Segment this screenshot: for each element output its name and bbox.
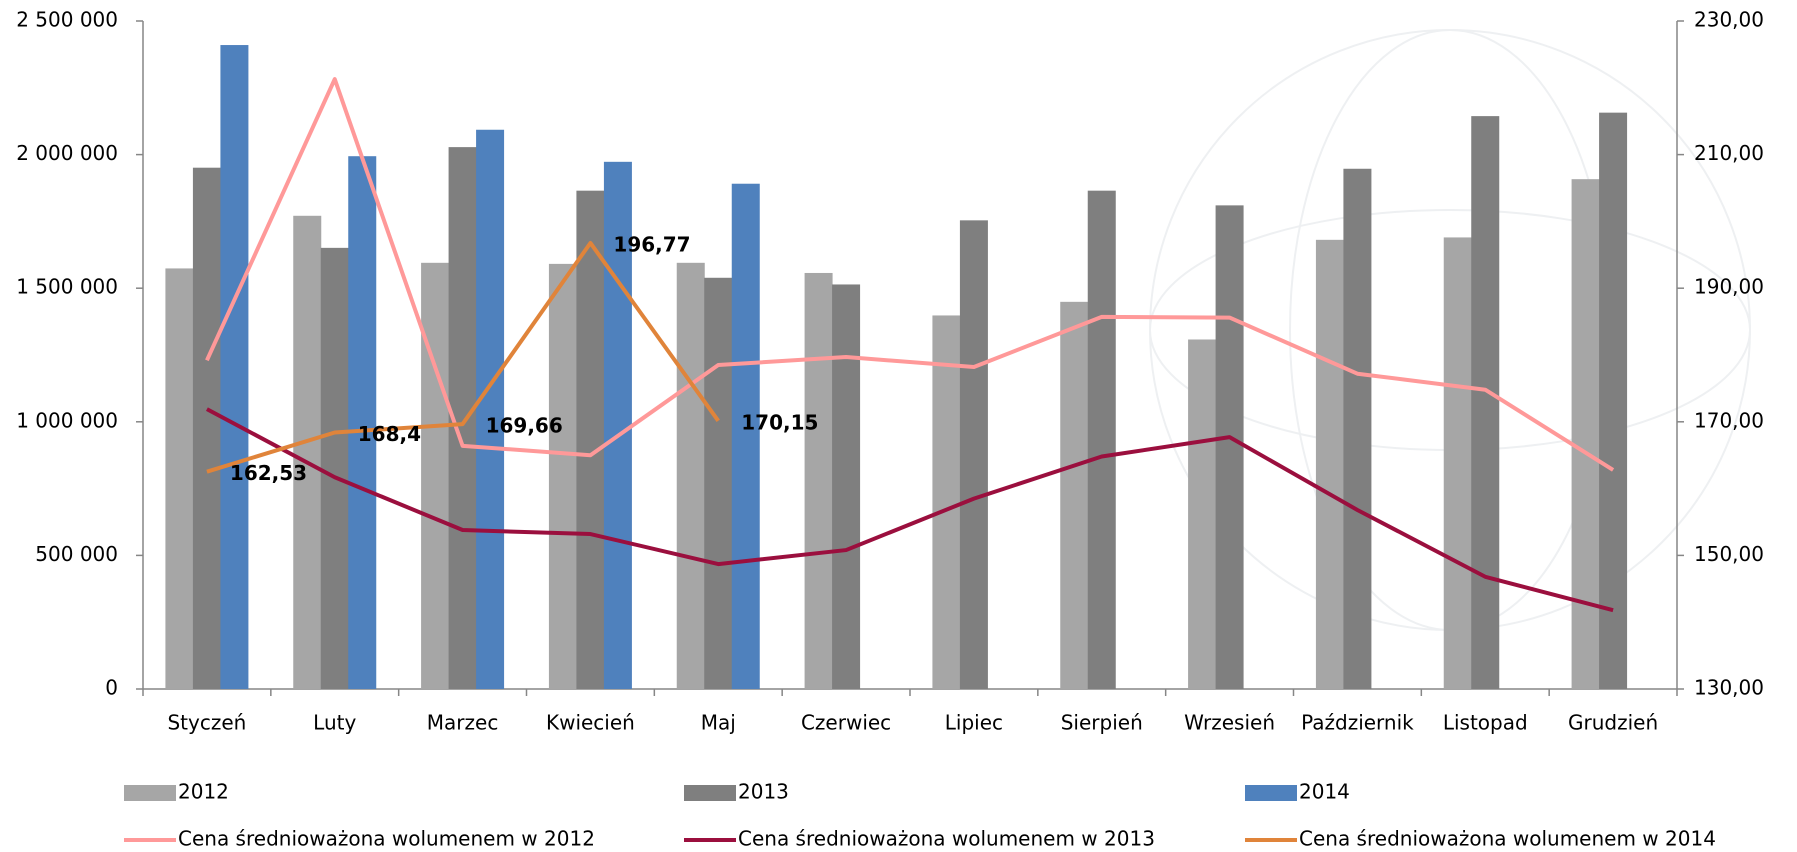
bar bbox=[932, 315, 961, 689]
y2-tick-label: 130,00 bbox=[1694, 676, 1764, 700]
bar bbox=[959, 220, 988, 689]
bar bbox=[192, 167, 221, 689]
data-label: 170,15 bbox=[741, 410, 818, 434]
bar bbox=[348, 156, 377, 690]
line bbox=[205, 77, 1615, 472]
bar bbox=[548, 263, 577, 689]
y2-tick-label: 170,00 bbox=[1694, 408, 1764, 432]
line bbox=[205, 407, 1614, 613]
bar bbox=[421, 262, 450, 689]
bar bbox=[804, 272, 833, 689]
legend-label: 2012 bbox=[178, 780, 229, 804]
y-tick-label: 0 bbox=[105, 676, 118, 700]
y-tick-label: 1 500 000 bbox=[16, 275, 118, 299]
data-label: 196,77 bbox=[613, 232, 690, 256]
y-tick-label: 2 000 000 bbox=[16, 141, 118, 165]
line bbox=[206, 240, 720, 474]
bar bbox=[704, 277, 733, 689]
legend-label: Cena średnioważona wolumenem w 2014 bbox=[1299, 827, 1716, 851]
x-tick-label: Listopad bbox=[1443, 711, 1528, 735]
bar bbox=[1443, 237, 1472, 689]
legend-label: 2014 bbox=[1299, 780, 1350, 804]
bar bbox=[1343, 168, 1372, 689]
x-tick-label: Luty bbox=[313, 711, 356, 735]
legend-label: 2013 bbox=[738, 780, 789, 804]
bar bbox=[731, 183, 760, 689]
bar bbox=[1599, 112, 1628, 689]
y-tick-label: 1 000 000 bbox=[16, 408, 118, 432]
data-label: 169,66 bbox=[486, 414, 563, 438]
x-tick-label: Maj bbox=[701, 711, 736, 735]
y2-tick-label: 190,00 bbox=[1694, 275, 1764, 299]
bar bbox=[1060, 301, 1089, 689]
x-tick-label: Kwiecień bbox=[546, 711, 635, 735]
x-tick-label: Sierpień bbox=[1061, 711, 1143, 735]
legend-label: Cena średnioważona wolumenem w 2012 bbox=[178, 827, 595, 851]
x-tick-label: Grudzień bbox=[1568, 711, 1658, 735]
bar bbox=[1087, 190, 1116, 689]
x-tick-label: Październik bbox=[1301, 711, 1414, 735]
y-tick-label: 500 000 bbox=[35, 542, 118, 566]
x-tick-label: Wrzesień bbox=[1184, 711, 1275, 735]
x-tick-label: Czerwiec bbox=[801, 711, 891, 735]
bar bbox=[476, 129, 505, 690]
bar bbox=[1188, 339, 1217, 689]
x-tick-label: Styczeń bbox=[167, 711, 246, 735]
bar bbox=[220, 45, 249, 690]
bar bbox=[165, 268, 194, 689]
data-label: 162,53 bbox=[230, 461, 307, 485]
bar bbox=[1571, 179, 1600, 689]
x-tick-label: Lipiec bbox=[945, 711, 1003, 735]
y2-tick-label: 150,00 bbox=[1694, 542, 1764, 566]
bar bbox=[1471, 116, 1500, 690]
y2-tick-label: 210,00 bbox=[1694, 141, 1764, 165]
x-tick-label: Marzec bbox=[427, 711, 499, 735]
bar bbox=[603, 161, 632, 690]
legend-swatch bbox=[1245, 785, 1297, 801]
bar bbox=[293, 215, 322, 689]
bar bbox=[832, 284, 861, 689]
bar bbox=[320, 247, 349, 690]
y-tick-label: 2 500 000 bbox=[16, 8, 118, 32]
bar bbox=[1315, 239, 1344, 690]
data-label: 168,4 bbox=[358, 422, 421, 446]
legend-label: Cena średnioważona wolumenem w 2013 bbox=[738, 827, 1155, 851]
y2-tick-label: 230,00 bbox=[1694, 8, 1764, 32]
legend-swatch bbox=[124, 785, 176, 801]
legend-swatch bbox=[684, 785, 736, 801]
bar bbox=[576, 190, 605, 689]
bar bbox=[1215, 205, 1244, 690]
bar bbox=[676, 262, 705, 689]
